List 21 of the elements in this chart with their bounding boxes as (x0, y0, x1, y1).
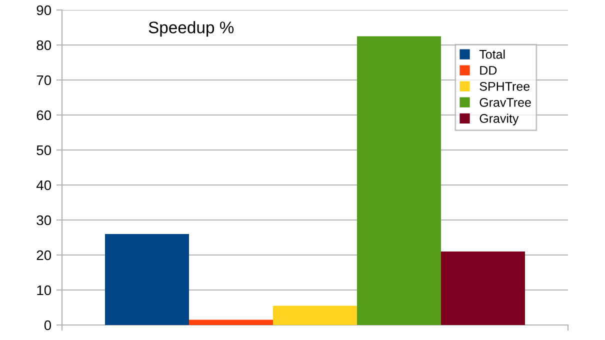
bar (189, 320, 273, 325)
legend-label: GravTree (480, 98, 531, 107)
bar (357, 36, 441, 325)
y-tick-label: 10 (37, 285, 52, 296)
legend-label: SPHTree (480, 82, 530, 91)
legend-label: Total (479, 50, 505, 59)
y-tick-label: 30 (36, 215, 52, 226)
text: Speedup % (148, 21, 234, 37)
bar (440, 252, 525, 325)
y-tick-label: 50 (36, 145, 52, 156)
y-tick-label: 40 (36, 180, 52, 190)
bar (105, 234, 190, 325)
legend-label: Gravity (480, 114, 519, 126)
y-tick-label: 20 (36, 250, 52, 260)
y-tick-label: 70 (36, 75, 52, 86)
y-tick-label: 0 (44, 320, 52, 330)
legend-label: DD (480, 66, 497, 75)
y-tick-label: 90 (36, 5, 52, 16)
bar (273, 306, 357, 325)
y-tick-label: 80 (36, 40, 52, 50)
y-tick-label: 60 (36, 110, 52, 120)
